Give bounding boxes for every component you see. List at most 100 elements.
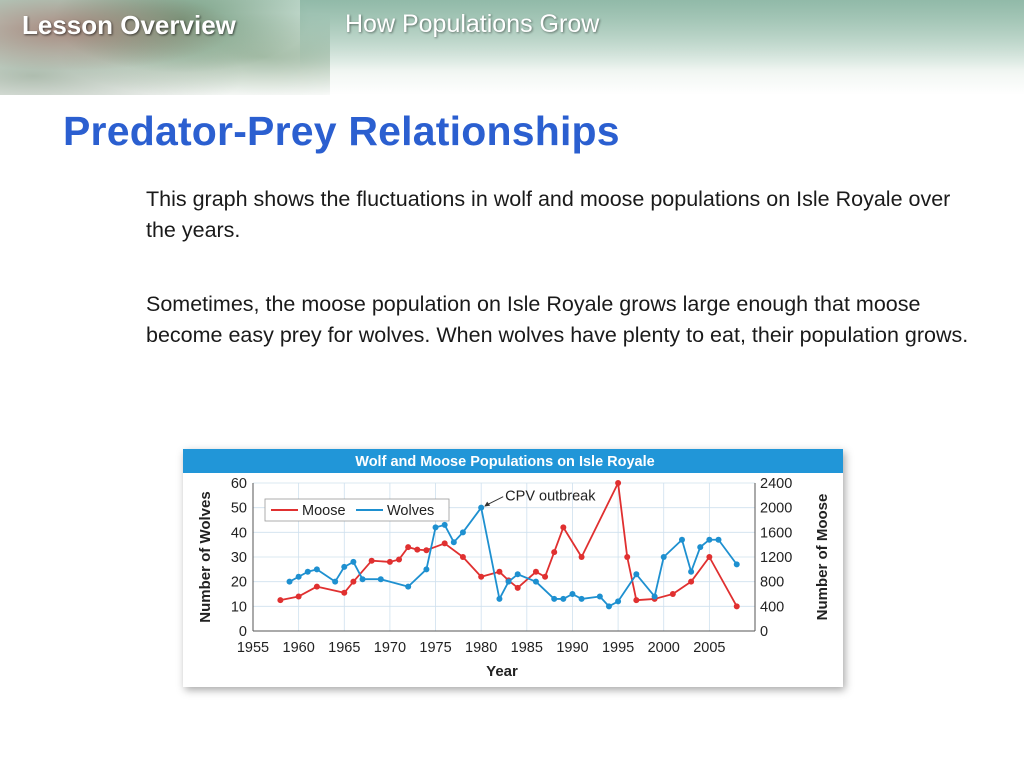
chart-title-bar	[183, 449, 843, 473]
moose-data-point	[615, 480, 622, 486]
moose-data-point	[405, 544, 412, 551]
wolves-data-point	[706, 536, 713, 543]
wolves-data-point	[359, 576, 366, 583]
y-right-tick-label: 400	[760, 599, 784, 615]
moose-data-point	[551, 549, 558, 556]
moose-legend-label: Moose	[302, 503, 346, 519]
y-left-tick-label: 10	[231, 599, 247, 615]
wolves-data-point	[441, 521, 448, 528]
wolves-data-point	[505, 578, 512, 585]
moose-data-point	[578, 554, 585, 560]
y-right-tick-label: 1600	[760, 525, 792, 541]
wolves-data-point	[596, 593, 603, 600]
wolves-data-point	[313, 566, 320, 573]
wolves-data-point	[551, 595, 558, 602]
chart-figure: Wolf and Moose Populations on Isle Royal…	[183, 449, 843, 687]
x-tick-label: 1970	[374, 640, 406, 656]
wolves-data-point	[697, 544, 704, 551]
wolves-data-point	[459, 529, 466, 536]
wolves-data-point	[514, 571, 521, 578]
chart-legend: Moose Wolves	[264, 498, 450, 522]
banner-foliage-image	[0, 0, 330, 95]
wolves-data-point	[715, 536, 722, 543]
wolves-legend-label: Wolves	[387, 503, 434, 519]
moose-data-point	[478, 573, 485, 580]
x-tick-label: 1985	[511, 640, 543, 656]
moose-data-point	[350, 578, 357, 585]
wolves-data-point	[304, 568, 311, 575]
x-tick-label: 1960	[283, 640, 315, 656]
lesson-overview-label: Lesson Overview	[22, 10, 236, 40]
wolves-data-point	[423, 566, 430, 573]
moose-data-point	[633, 597, 640, 604]
wolves-data-point	[286, 578, 293, 585]
y-right-tick-label: 2400	[760, 476, 792, 492]
moose-data-point	[295, 593, 302, 600]
x-tick-label: 1980	[465, 640, 497, 656]
moose-data-point	[624, 554, 631, 560]
wolves-data-point	[688, 568, 695, 575]
moose-data-point	[423, 547, 430, 554]
chart-series	[277, 480, 740, 610]
x-tick-label: 1995	[602, 640, 634, 656]
wolves-data-point	[341, 563, 348, 570]
y-right-tick-label: 0	[760, 624, 768, 640]
x-tick-label: 1975	[419, 640, 451, 656]
moose-data-point	[514, 584, 521, 591]
moose-data-point	[368, 557, 375, 564]
wolves-data-point	[569, 591, 576, 597]
wolves-data-point	[377, 576, 384, 583]
moose-data-point	[733, 603, 740, 610]
moose-data-point	[542, 573, 549, 580]
moose-data-point	[313, 583, 320, 590]
x-tick-label: 2005	[693, 640, 725, 656]
annotation-arrowhead	[484, 501, 491, 507]
wolves-data-point	[450, 539, 457, 546]
wolves-data-point	[578, 595, 585, 602]
chart-annotation: CPV outbreak	[484, 489, 596, 507]
paragraph-predator-prey: Sometimes, the moose population on Isle …	[146, 292, 969, 347]
wolves-data-point	[432, 524, 439, 531]
wolves-data-point	[478, 504, 485, 511]
moose-data-point	[496, 568, 503, 575]
chart-title: Wolf and Moose Populations on Isle Royal…	[355, 454, 654, 470]
chart-axes: 1955 1960 1965 1970 1975 1980 1985 1990 1995 2000…	[197, 476, 831, 680]
y-left-tick-label: 50	[231, 501, 247, 517]
moose-data-point	[396, 556, 403, 563]
x-tick-label: 1990	[556, 640, 588, 656]
wolves-data-point	[633, 571, 640, 578]
wolves-data-point	[605, 603, 612, 610]
wolves-data-point	[405, 583, 412, 590]
moose-data-point	[560, 524, 567, 531]
wolves-data-point	[295, 573, 302, 580]
y-left-tick-label: 60	[231, 476, 247, 492]
wolves-data-point	[332, 578, 339, 585]
moose-data-point	[688, 578, 695, 585]
moose-series-line	[280, 482, 738, 607]
y-left-tick-label: 40	[231, 525, 247, 541]
moose-data-point	[669, 591, 676, 597]
header-banner: Lesson Overview How Populations Grow	[0, 0, 1024, 95]
y-right-tick-label: 2000	[760, 501, 792, 517]
moose-data-point	[441, 540, 448, 547]
moose-data-point	[706, 554, 713, 560]
y-left-tick-label: 0	[239, 624, 247, 640]
moose-data-point	[459, 554, 466, 560]
wolves-data-point	[651, 593, 658, 600]
annotation-label: CPV outbreak	[505, 489, 596, 505]
lesson-topic: How Populations Grow	[345, 10, 600, 38]
y-right-tick-label: 1200	[760, 550, 792, 566]
y-left-tick-label: 20	[231, 575, 247, 591]
wolves-data-point	[350, 558, 357, 565]
slide-title: Predator-Prey Relationships	[63, 108, 620, 154]
moose-data-point	[414, 546, 421, 553]
x-axis-title: Year	[486, 663, 518, 680]
wolves-data-point	[733, 561, 740, 568]
moose-data-point	[277, 597, 284, 604]
y-right-tick-label: 800	[760, 575, 784, 591]
y-left-tick-label: 30	[231, 550, 247, 566]
wolves-data-point	[560, 595, 567, 602]
x-tick-label: 1955	[237, 640, 269, 656]
y-axis-right-title: Number of Moose	[814, 494, 831, 621]
y-axis-left-title: Number of Wolves	[197, 491, 214, 622]
